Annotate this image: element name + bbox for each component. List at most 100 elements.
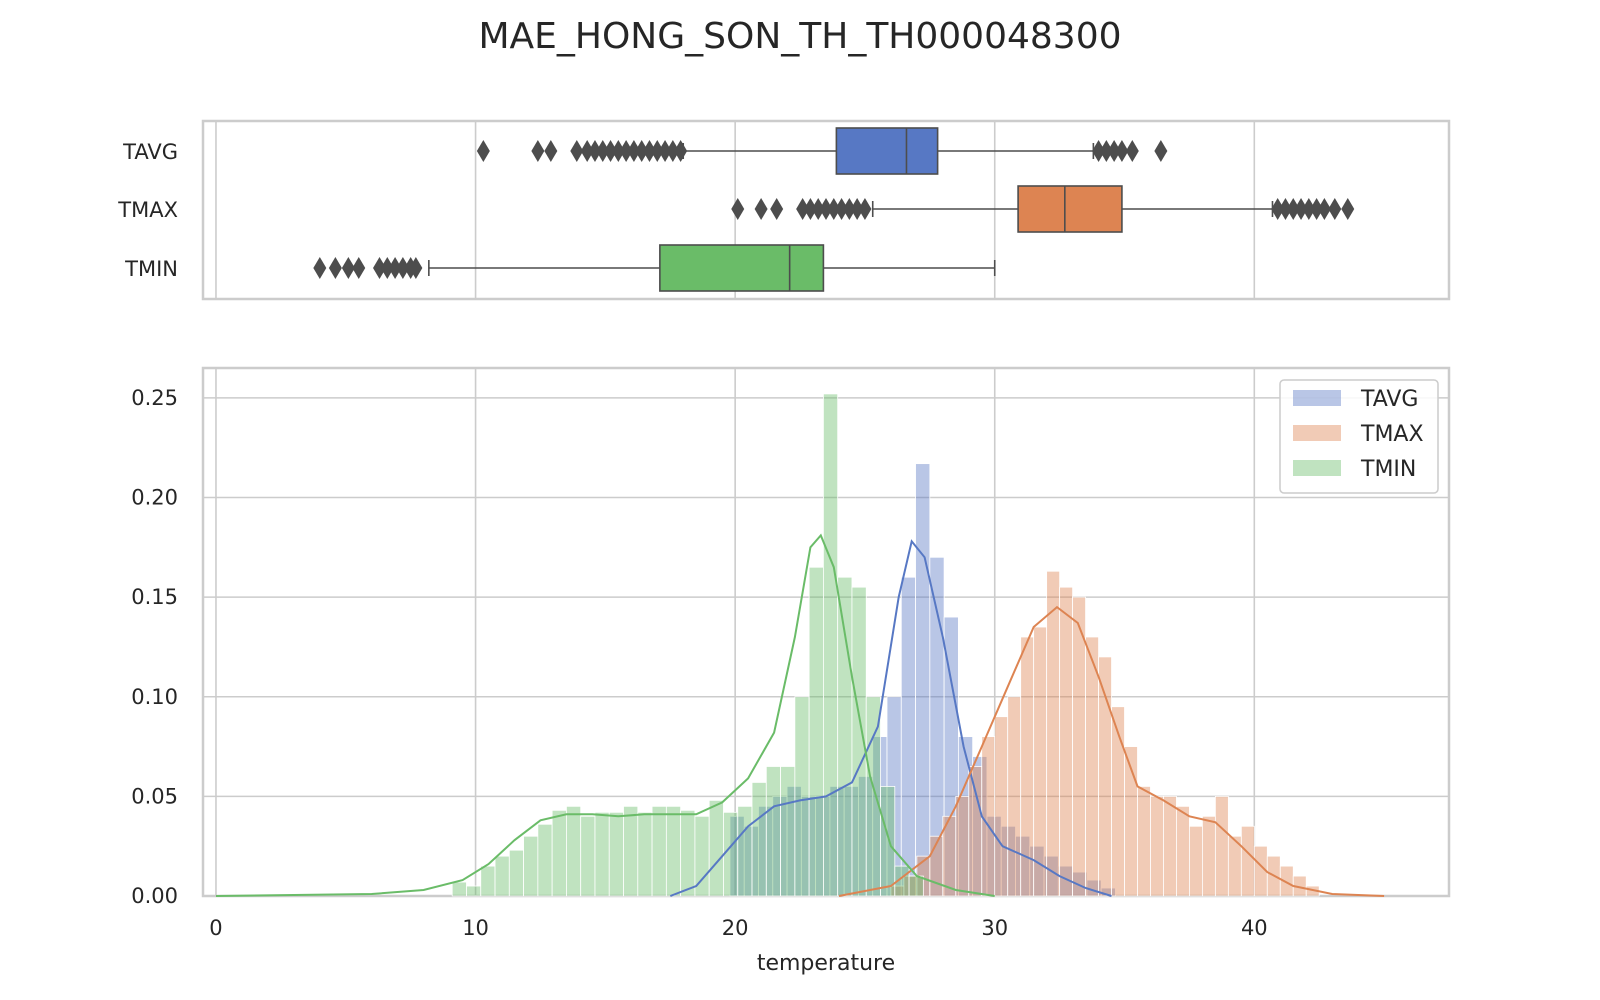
outlier-marker-tavg [588,140,602,162]
hist-bar-tmin [466,885,482,897]
y-tick-label: 0.05 [131,784,178,808]
hist-bar-tmax [1046,570,1061,897]
legend: TAVG TMAX TMIN [1279,379,1439,494]
chart-title: MAE_HONG_SON_TH_TH000048300 [478,16,1121,57]
outlier-marker-tmin [396,257,410,279]
hist-bar-tmax [1201,815,1216,897]
hist-bar-tmax [981,736,996,897]
hist-bar-tmin [823,393,839,897]
hist-bar-tmin [908,875,924,897]
outlier-marker-tavg [658,140,672,162]
x-tick-label: 40 [1241,916,1268,940]
outlier-marker-tavg [635,140,649,162]
outlier-marker-tmax [842,198,856,220]
legend-frame [1279,379,1439,494]
legend-swatch-tmin [1293,460,1341,476]
outlier-marker-tavg [544,140,558,162]
hist-bar-tmin [780,766,796,897]
hist-bar-tmin [523,835,539,897]
histogram-kde-lines [215,533,1385,897]
x-tick-label: 10 [462,916,489,940]
outlier-marker-tmin [313,257,327,279]
outlier-marker-tavg [650,140,664,162]
outlier-marker-tavg [596,140,610,162]
outlier-marker-tmax [1278,198,1292,220]
outlier-marker-tavg [531,140,545,162]
hist-bar-tmin [580,815,596,897]
outlier-marker-tavg [666,140,680,162]
outlier-marker-tmax [1317,198,1331,220]
hist-bar-tmin [665,805,682,897]
histogram-tick-labels: 0 10 20 30 40 0.00 0.05 0.10 0.15 0.20 0.25 [131,386,1267,940]
hist-bar-tmax [1007,696,1022,897]
hist-bar-tmin [451,881,467,897]
hist-bar-tmin [623,805,639,897]
outlier-marker-tmin [373,257,387,279]
hist-bar-tavg [900,576,916,897]
box-label-tavg: TAVG [122,140,178,164]
hist-bar-tmin [637,811,653,897]
outlier-marker-tmax [803,198,817,220]
outlier-marker-tmax [850,198,864,220]
histogram-grid [203,368,1449,897]
outlier-marker-tmax [819,198,833,220]
box-tmin [659,244,825,292]
outlier-marker-tavg [1092,140,1106,162]
hist-bar-tmax [1240,825,1255,897]
outlier-marker-tavg [1107,140,1121,162]
outlier-marker-tavg [619,140,633,162]
hist-bar-tmin [508,849,524,897]
x-tick-label: 0 [209,916,222,940]
outlier-marker-tmax [1286,198,1300,220]
legend-label-tmin: TMIN [1360,457,1416,482]
hist-bar-tmin [480,865,496,897]
outlier-marker-tavg [476,140,490,162]
legend-label-tmax: TMAX [1360,422,1424,447]
outlier-marker-tavg [642,140,656,162]
outlier-marker-tmax [835,198,849,220]
outlier-marker-tmin [380,257,394,279]
y-tick-label: 0.15 [131,585,178,609]
hist-bar-tmin [737,805,753,897]
legend-swatch-tmax [1293,425,1341,441]
boxplot-panel: TAVG TMAX TMIN [117,119,1451,301]
outlier-marker-tavg [1154,140,1168,162]
hist-bar-tavg [915,463,931,897]
outlier-marker-tmin [341,257,355,279]
box-label-tmax: TMAX [117,198,178,222]
hist-bar-tmax [1214,795,1229,897]
outlier-marker-tavg [1099,140,1113,162]
outlier-marker-tmax [1294,198,1308,220]
y-tick-label: 0.00 [131,884,178,908]
hist-bar-tmin [494,855,510,897]
x-tick-label: 20 [722,916,749,940]
hist-bar-tmin [880,786,896,897]
outlier-marker-tmax [770,198,784,220]
outlier-marker-tavg [1115,140,1129,162]
boxplot-marks [313,127,1355,292]
boxplot-category-labels: TAVG TMAX TMIN [117,140,178,281]
hist-bar-tmin [651,805,667,897]
hist-bar-tmax [1085,636,1099,897]
hist-bar-tmin [723,811,739,897]
outlier-marker-tmin [388,257,402,279]
y-tick-label: 0.10 [131,685,178,709]
hist-bar-tmin [566,805,582,897]
outlier-marker-tavg [580,140,594,162]
kde-line-tmin [215,533,995,897]
outlier-marker-tmin [352,257,366,279]
outlier-marker-tmax [827,198,841,220]
outlier-marker-tmax [858,198,872,220]
legend-swatch-tavg [1293,390,1341,406]
outlier-marker-tavg [674,140,688,162]
kde-line-tavg [669,539,1112,897]
hist-bar-tmax [1059,586,1074,897]
outlier-marker-tmin [409,257,423,279]
outlier-marker-tavg [604,140,618,162]
hist-bar-tmax [1163,795,1177,897]
histogram-bars [451,393,1320,897]
x-axis-label: temperature [757,951,895,976]
outlier-marker-tmax [796,198,810,220]
outlier-marker-tavg [570,140,584,162]
hist-bar-tmin [537,823,553,897]
